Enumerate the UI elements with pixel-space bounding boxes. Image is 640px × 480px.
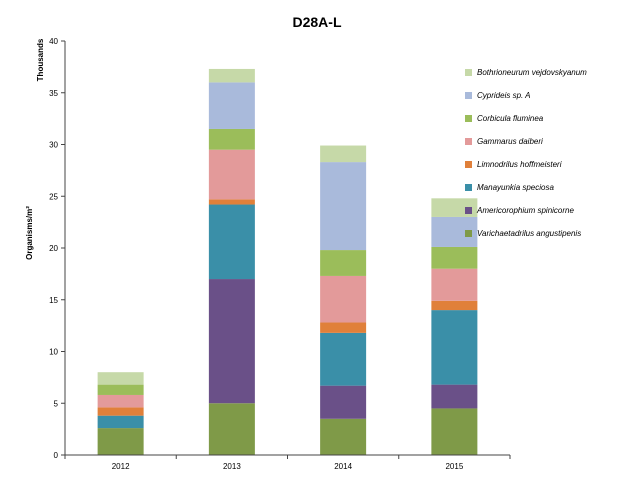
- legend-swatch: [465, 207, 472, 214]
- legend-swatch: [465, 69, 472, 76]
- legend-swatch: [465, 92, 472, 99]
- bar-segment-2012-3: [97, 407, 144, 416]
- x-tick-label: 2012: [112, 462, 130, 471]
- legend-swatch: [465, 230, 472, 237]
- y-tick-label: 30: [49, 141, 58, 150]
- legend-label: Americorophium spinicorne: [476, 206, 574, 215]
- y-tick-label: 5: [54, 399, 59, 408]
- bar-segment-2013-3: [208, 199, 255, 205]
- bar-segment-2015-3: [431, 300, 478, 311]
- bar-segment-2015-0: [431, 408, 478, 455]
- bar-segment-2013-0: [208, 403, 255, 455]
- legend-label: Varichaetadrilus angustipenis: [477, 229, 581, 238]
- y-tick-label: 15: [49, 296, 58, 305]
- legend-label: Cyprideis sp. A: [477, 91, 531, 100]
- x-tick-label: 2015: [445, 462, 463, 471]
- y-tick-label: 35: [49, 89, 58, 98]
- legend: Bothrioneurum vejdovskyanum Cyprideis sp.…: [465, 68, 587, 238]
- bar-segment-2012-0: [97, 428, 144, 455]
- bar-segment-2015-2: [431, 310, 478, 385]
- bar-segment-2013-4: [208, 149, 255, 200]
- y-tick-label: 10: [49, 348, 58, 357]
- y-tick-label: 40: [49, 37, 58, 46]
- bar-segment-2014-2: [320, 332, 367, 386]
- bar-segment-2013-1: [208, 279, 255, 404]
- bar-segment-2012-5: [97, 384, 144, 395]
- bar-segment-2012-7: [97, 372, 144, 385]
- y-unit-label: Thousands: [36, 38, 45, 81]
- bar-segment-2014-0: [320, 418, 367, 455]
- bar-segment-2014-7: [320, 145, 367, 163]
- legend-label: Corbicula fluminea: [477, 114, 544, 123]
- bar-segment-2015-5: [431, 246, 478, 269]
- axes-layer: 0 5 10 15 20 25 30 35 40: [49, 37, 511, 460]
- legend-label: Limnodrilus hoffmeisteri: [477, 160, 562, 169]
- bar-segment-2014-5: [320, 250, 367, 276]
- y-axis-title: Organisms/m²: [25, 206, 34, 260]
- legend-swatch: [465, 161, 472, 168]
- x-tick-label: 2014: [334, 462, 352, 471]
- legend-label: Gammarus daiberi: [477, 137, 543, 146]
- bar-segment-2012-4: [97, 394, 144, 408]
- y-tick-label: 0: [54, 451, 59, 460]
- y-tick-label: 20: [49, 244, 58, 253]
- legend-label: Manayunkia speciosa: [477, 183, 554, 192]
- bars-layer: 2012 2013 2014 2015: [97, 68, 478, 471]
- legend-swatch: [465, 184, 472, 191]
- bar-segment-2013-7: [208, 68, 255, 83]
- bar-segment-2013-5: [208, 128, 255, 150]
- legend-label: Bothrioneurum vejdovskyanum: [477, 68, 587, 77]
- x-tick-label: 2013: [223, 462, 241, 471]
- bar-segment-2015-1: [431, 384, 478, 409]
- bar-segment-2014-6: [320, 162, 367, 251]
- legend-swatch: [465, 115, 472, 122]
- bar-segment-2014-3: [320, 322, 367, 333]
- y-tick-label: 25: [49, 192, 58, 201]
- bar-segment-2013-6: [208, 82, 255, 129]
- bar-segment-2013-2: [208, 204, 255, 280]
- bar-segment-2015-4: [431, 268, 478, 301]
- chart-title: D28A-L: [292, 14, 341, 30]
- bar-segment-2014-1: [320, 385, 367, 419]
- bar-segment-2014-4: [320, 275, 367, 323]
- legend-swatch: [465, 138, 472, 145]
- bar-segment-2012-2: [97, 415, 144, 429]
